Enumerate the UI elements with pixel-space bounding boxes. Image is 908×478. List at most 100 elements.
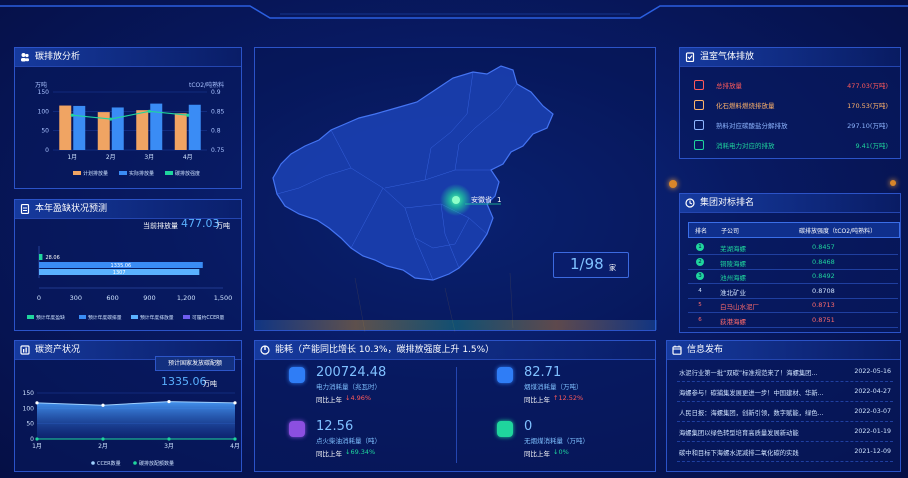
news-date: 2021-12-09 — [854, 448, 891, 455]
x-tick-label: 3月 — [144, 154, 154, 161]
energy-label: 点火柴油消耗量（吨） — [316, 437, 381, 445]
rank-company: 荻港海螺 — [720, 317, 746, 326]
quota-point — [35, 437, 39, 441]
decor-dot — [890, 180, 896, 186]
news-date: 2022-03-07 — [854, 408, 891, 415]
current-emission-label: 当前排放量 — [143, 222, 178, 230]
news-item[interactable]: 碳中和目标下海螺水泥减排二氧化碳的实践 2021-12-09 — [677, 445, 893, 462]
forecast-bar-label: 28.06 — [45, 255, 59, 261]
yoy-label: 同比上年 — [524, 396, 550, 404]
legend-label: 预计年度碳排量 — [88, 314, 122, 321]
ghg-row: 熟料对应碳酸盐分解排放 297.10(万吨) — [688, 118, 894, 132]
panel-title: 能耗（产能同比增长 10.3%，碳排放强度上升 1.5%） — [275, 345, 495, 355]
news-item[interactable]: 海螺参与！碳捕集发展更进一步！中国建材、华新... 2022-04-27 — [677, 385, 893, 402]
ghg-panel: 温室气体排放 总排放量 477.03(万吨) 化石燃料燃烧排放量 170.53(万吨)… — [679, 47, 901, 159]
actual-bar — [188, 104, 201, 150]
energy-label: 电力消耗量（兆瓦时） — [316, 383, 381, 391]
panel-title: 集团对标排名 — [700, 198, 755, 208]
company-count-value: 1/98 — [570, 255, 604, 273]
y2-tick-label: 0.8 — [211, 128, 221, 135]
rank-number: 4 — [698, 287, 702, 294]
news-title: 人民日报：海螺集团，创新引领，数字赋能，绿色... — [679, 410, 824, 417]
plan-bar — [174, 113, 187, 150]
x-tick-label: 1,200 — [177, 294, 196, 302]
ghg-value: 9.41(万吨) — [855, 142, 888, 150]
y-tick-label: 50 — [41, 128, 49, 135]
forecast-panel: 本年盈缺状况预测 当前排放量 477.03 万吨 28.06 1335.06 130… — [14, 199, 242, 331]
quota-badge: 预计国家发放碳配额 — [155, 356, 235, 371]
legend-label: 预计年度排放量 — [140, 314, 174, 321]
rank-row: 3 池州海螺 0.8492 — [688, 270, 898, 284]
panel-title: 碳资产状况 — [35, 345, 81, 355]
rank-intensity: 0.8713 — [812, 301, 835, 309]
rank-company: 白马山水泥厂 — [720, 303, 759, 311]
legend-swatch — [91, 461, 95, 465]
rank-number: 5 — [698, 302, 702, 308]
legend-swatch — [27, 315, 34, 319]
rank-row: 6 荻港海螺 0.8751 — [688, 314, 898, 328]
province-marker[interactable] — [452, 196, 460, 204]
power-plug-icon — [260, 345, 270, 355]
panel-header: 本年盈缺状况预测 — [15, 200, 241, 219]
map-panel: 安徽省 1 1/98 家 — [254, 47, 657, 332]
news-item[interactable]: 水泥行业第一批“双碳”标准规范来了！海螺集团... 2022-05-16 — [677, 365, 893, 382]
x-tick-label: 1月 — [32, 443, 42, 450]
news-item[interactable]: 海螺集团以绿色转型培育高质量发展新动能 2022-01-19 — [677, 425, 893, 442]
news-date: 2022-01-19 — [854, 428, 891, 435]
rank-number: 1 — [696, 243, 704, 251]
rank-intensity: 0.8468 — [812, 257, 835, 266]
y-tick-label: 150 — [38, 89, 50, 96]
intensity-line — [72, 110, 188, 120]
y-unit-right: tCO2/吨熟料 — [189, 82, 225, 89]
ghg-label: 熟料对应碳酸盐分解排放 — [716, 122, 788, 130]
ghg-label: 消耗电力对应的排放 — [716, 142, 775, 150]
rank-intensity: 0.8708 — [812, 286, 835, 295]
ghg-value: 170.53(万吨) — [847, 102, 888, 110]
y-tick-label: 100 — [23, 405, 35, 412]
forecast-bar — [39, 262, 203, 268]
x-tick-label: 0 — [37, 294, 41, 302]
y-tick-label: 100 — [38, 108, 50, 115]
rank-row: 4 淮北矿业 0.8708 — [688, 285, 898, 299]
ghg-value: 297.10(万吨) — [847, 122, 888, 130]
legend-label: 实际排放量 — [129, 170, 154, 177]
forecast-bar — [39, 254, 43, 260]
forecast-bar-label: 1335.06 — [111, 263, 132, 269]
ghg-value: 477.03(万吨) — [847, 82, 888, 90]
energy-item: 200724.48 电力消耗量（兆瓦时） 同比上年 ↓4.96% — [283, 365, 443, 409]
rank-intensity: 0.8751 — [812, 315, 835, 324]
company-count-unit: 家 — [609, 264, 616, 272]
forecast-bar-label: 1307 — [113, 270, 126, 276]
x-tick-label: 4月 — [230, 443, 240, 450]
y-unit-left: 万吨 — [35, 82, 48, 89]
energy-item: 12.56 点火柴油消耗量（吨） 同比上年 ↓69.34% — [283, 419, 443, 463]
current-emission-unit: 万吨 — [216, 222, 230, 230]
rank-company: 芜湖海螺 — [720, 245, 746, 253]
ghg-row: 总排放量 477.03(万吨) — [688, 78, 894, 92]
y2-tick-label: 0.75 — [211, 147, 225, 154]
company-count-badge: 1/98 家 — [553, 252, 629, 278]
actual-bar — [73, 105, 86, 150]
news-item[interactable]: 人民日报：海螺集团，创新引领，数字赋能，绿色... 2022-03-07 — [677, 405, 893, 422]
rank-intensity: 0.8492 — [812, 272, 835, 280]
heatmap-strip — [255, 320, 657, 330]
ccer-point — [35, 401, 39, 405]
marker-count: 1 — [497, 196, 501, 204]
legend-label: 计划排放量 — [83, 170, 108, 177]
news-title: 水泥行业第一批“双碳”标准规范来了！海螺集团... — [679, 370, 818, 377]
quota-unit: 万吨 — [203, 380, 217, 388]
y2-tick-label: 0.9 — [211, 89, 221, 96]
x-tick-label: 4月 — [183, 154, 193, 161]
legend-swatch — [73, 171, 81, 175]
y2-tick-label: 0.85 — [211, 108, 225, 115]
clipboard-icon — [685, 52, 695, 62]
x-tick-label: 600 — [106, 294, 118, 302]
x-tick-label: 1月 — [67, 154, 77, 161]
yoy-label: 同比上年 — [316, 396, 342, 404]
y-tick-label: 0 — [30, 436, 34, 443]
rank-number: 3 — [696, 272, 704, 280]
y-tick-label: 0 — [45, 147, 49, 154]
y-tick-label: 50 — [26, 421, 34, 428]
rank-header-company: 子公司 — [721, 228, 740, 235]
